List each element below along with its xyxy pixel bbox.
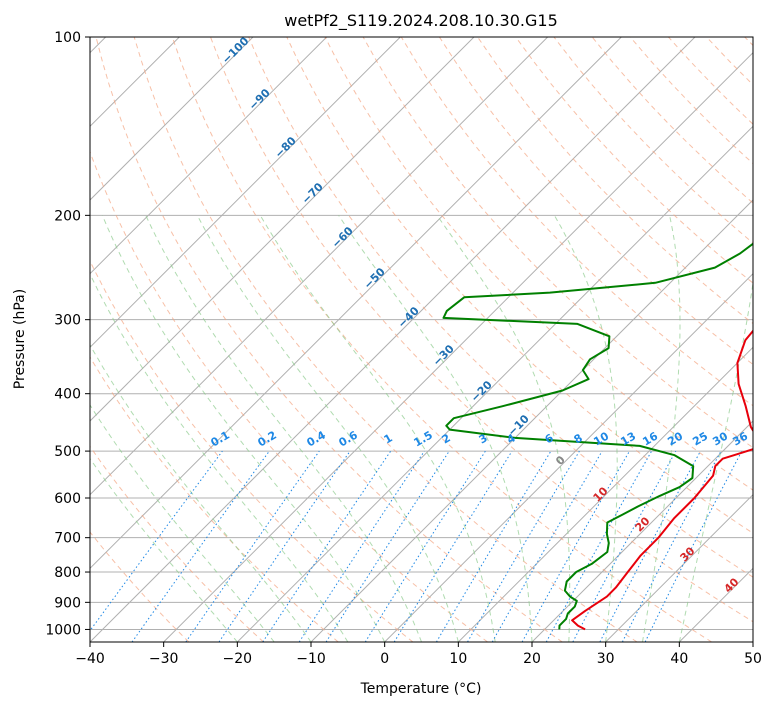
- x-axis-title: Temperature (°C): [360, 681, 482, 697]
- mixing-ratio-line: [90, 450, 223, 632]
- dry-adiabat-line: [90, 356, 339, 642]
- dry-adiabat-line: [95, 37, 563, 642]
- dry-adiabat-line: [438, 37, 753, 366]
- dry-adiabat-line: [90, 150, 488, 642]
- series-line-1: [442, 242, 753, 630]
- moist-adiabat-line: [338, 215, 533, 642]
- mixing-ratio-line: [262, 450, 392, 642]
- mixing-ratio-line: [572, 450, 677, 642]
- dry-adiabat-line: [90, 445, 264, 642]
- mixing-ratio-line: [644, 450, 743, 642]
- isotherm-line: [236, 125, 753, 642]
- moist-adiabat-line: [145, 215, 422, 642]
- dry-adiabat-line: [286, 37, 753, 534]
- mixing-ratio-line: [393, 450, 513, 642]
- mixing-ratio-line: [131, 450, 270, 642]
- x-tick-label: 0: [380, 651, 389, 667]
- mixing-ratio-line: [298, 450, 425, 642]
- y-axis-title: Pressure (hPa): [12, 289, 28, 389]
- moist-adiabat-line: [642, 215, 681, 642]
- data-series: [442, 242, 753, 631]
- y-tick-label: 500: [54, 444, 81, 460]
- y-tick-label: 100: [54, 30, 81, 46]
- x-tick-label: 20: [523, 651, 541, 667]
- dry-adiabat-line: [90, 531, 190, 642]
- dry-adiabat-line: [171, 37, 712, 642]
- y-tick-label: 200: [54, 208, 81, 224]
- isotherm-line: [163, 51, 753, 642]
- y-tick-label: 400: [54, 387, 81, 403]
- y-tick-label: 600: [54, 491, 81, 507]
- plot-frame: [89, 36, 754, 643]
- mixing-ratio-line: [545, 450, 653, 642]
- background-lines: [90, 37, 753, 642]
- moist-adiabat-line: [196, 215, 459, 642]
- isotherm-line: [90, 37, 254, 201]
- x-tick-label: −10: [296, 651, 326, 667]
- isotherm-line: [457, 346, 753, 642]
- moist-adiabat-line: [436, 215, 571, 642]
- isotherm-line: [90, 37, 328, 275]
- dry-adiabat-line: [400, 37, 753, 407]
- dry-adiabat-line: [515, 37, 753, 284]
- moist-adiabat-line: [90, 457, 238, 642]
- chart-title: wetPf2_S119.2024.208.10.30.G15: [284, 11, 558, 31]
- moist-adiabat-line: [553, 215, 618, 642]
- x-tick-label: 30: [597, 651, 615, 667]
- x-tick-label: 10: [449, 651, 467, 667]
- y-tick-label: 1000: [45, 622, 81, 638]
- dry-adiabat-line: [210, 37, 753, 623]
- isotherm-line: [90, 37, 622, 570]
- moist-adiabat-line: [90, 272, 349, 642]
- moist-adiabat-line: [259, 215, 496, 642]
- isotherm-line: [90, 37, 401, 349]
- isotherm-line: [605, 493, 753, 642]
- moist-adiabat-line: [678, 280, 753, 642]
- x-tick-label: −20: [223, 651, 253, 667]
- x-axis: −40 −30 −20 −10 0 10 20 30 40 50: [75, 642, 762, 667]
- y-tick-label: 800: [54, 565, 81, 581]
- y-tick-label: 300: [54, 313, 81, 329]
- x-tick-label: 50: [744, 651, 762, 667]
- x-tick-label: 40: [670, 651, 688, 667]
- y-tick-label: 900: [54, 595, 81, 611]
- series-line-0: [571, 329, 753, 631]
- isotherm-line: [384, 272, 753, 642]
- moist-adiabat-line: [90, 343, 312, 642]
- isotherm-line: [90, 37, 475, 422]
- x-tick-label: −40: [75, 651, 105, 667]
- isotherm-line: [531, 420, 753, 642]
- y-axis: 1000 900 800 700 600 500 400 300 200 100: [45, 30, 90, 638]
- dry-adiabat-line: [248, 37, 753, 578]
- mixing-ratio-line: [185, 450, 320, 642]
- mixing-ratio-line: [521, 450, 630, 642]
- mixing-ratio-line: [218, 450, 351, 642]
- mixing-ratio-line: [325, 450, 450, 642]
- x-tick-label: −30: [149, 651, 179, 667]
- isotherm-line: [90, 37, 549, 496]
- y-tick-label: 700: [54, 531, 81, 547]
